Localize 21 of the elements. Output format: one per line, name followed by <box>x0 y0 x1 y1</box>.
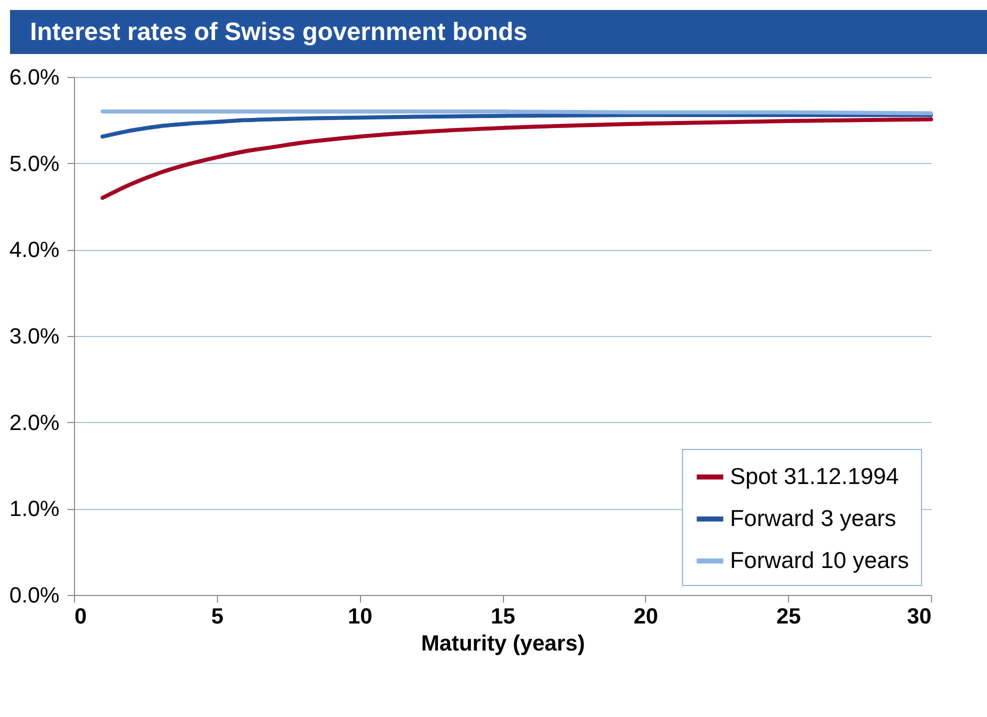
x-tick-label: 5 <box>211 604 224 628</box>
y-tick-label: 3.0% <box>9 324 60 348</box>
line-series <box>100 112 933 139</box>
legend-label: Spot 31.12.1994 <box>730 463 900 489</box>
x-tick-label: 20 <box>634 604 658 628</box>
legend-label: Forward 10 years <box>730 547 909 573</box>
line-series <box>100 117 933 200</box>
y-tick-label: 2.0% <box>9 410 60 435</box>
y-tick-label: 4.0% <box>9 237 60 262</box>
x-tick-label: 0 <box>74 604 87 628</box>
x-tick-label: 10 <box>348 604 372 628</box>
chart-title: Interest rates of Swiss government bonds <box>10 10 987 54</box>
y-tick-label: 0.0% <box>9 582 60 608</box>
x-tick-label: 25 <box>776 604 801 628</box>
y-tick-label: 6.0% <box>9 64 60 90</box>
x-axis-title: Maturity (years) <box>421 630 585 656</box>
x-tick-label: 30 <box>907 604 932 628</box>
x-tick-label: 15 <box>490 604 516 628</box>
legend-label: Forward 3 years <box>730 505 896 531</box>
y-tick-label: 1.0% <box>9 496 60 522</box>
y-tick-label: 5.0% <box>9 150 60 176</box>
